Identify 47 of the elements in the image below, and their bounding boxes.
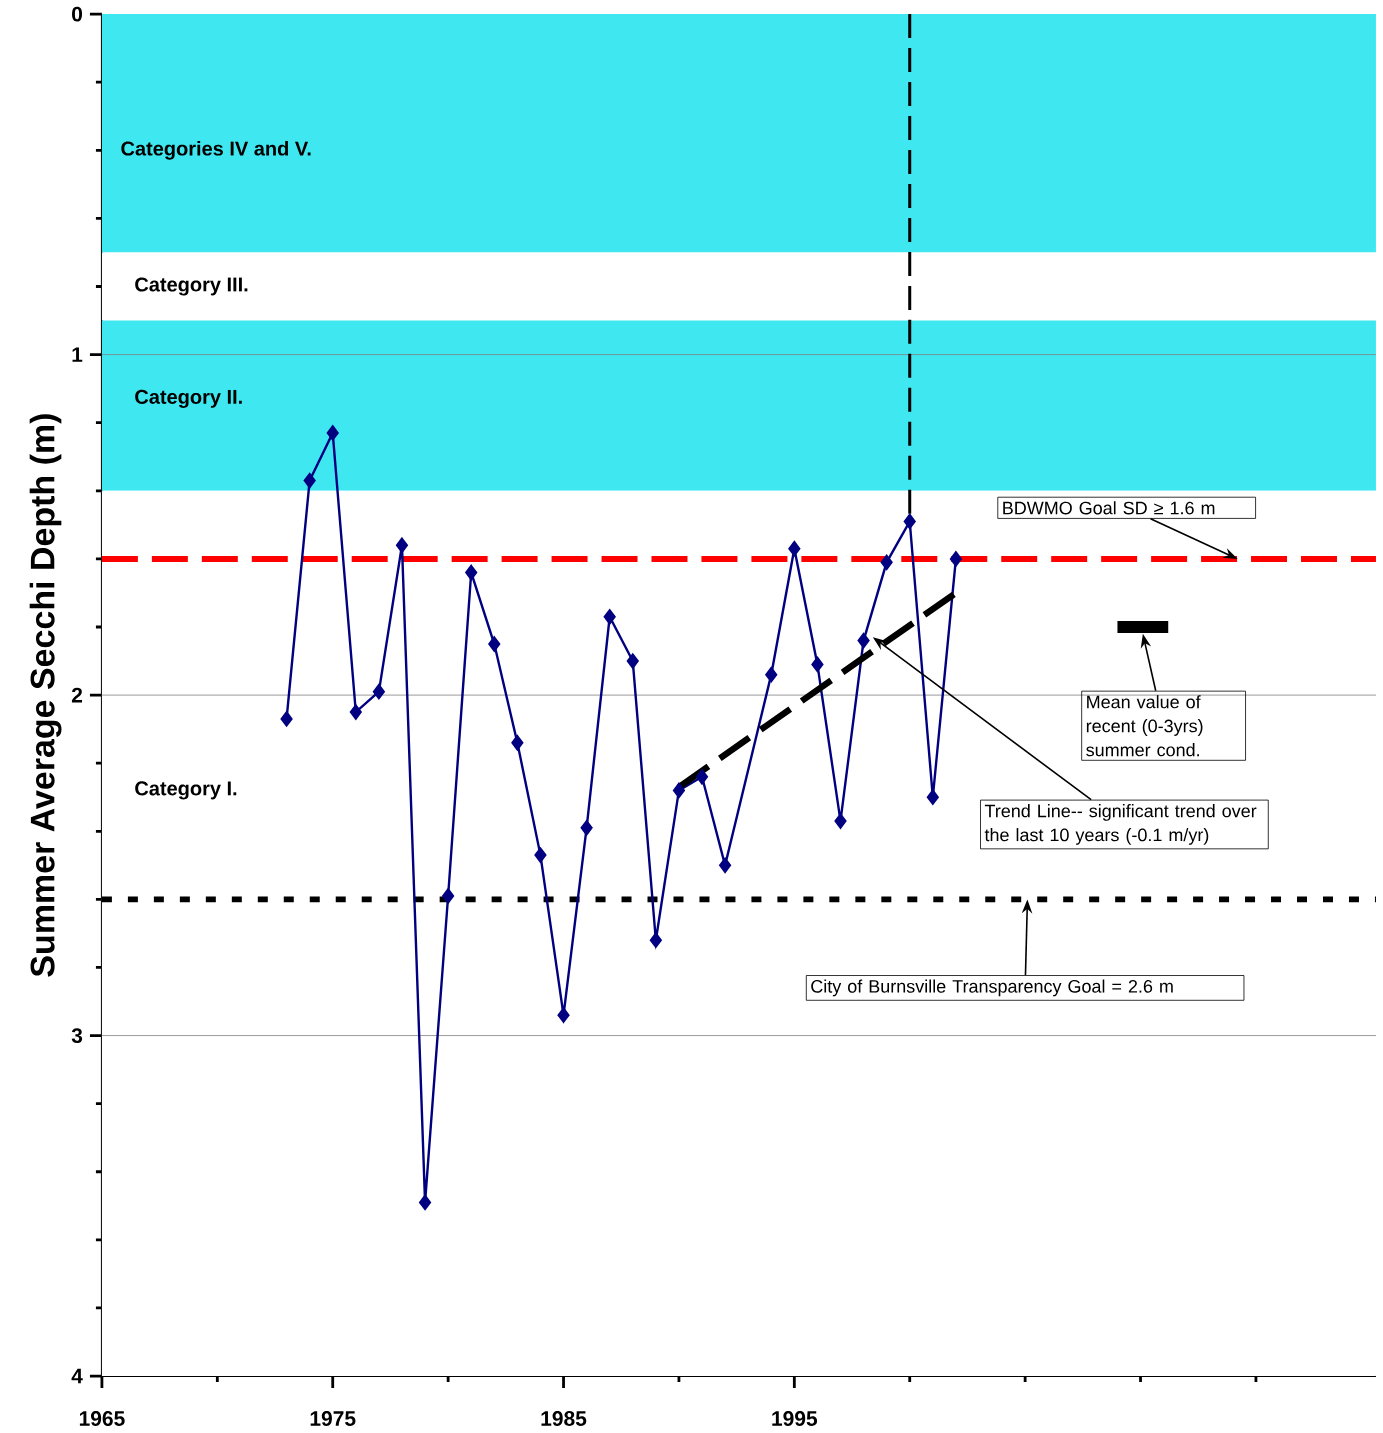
point	[926, 789, 939, 805]
band-label: Category II.	[135, 389, 242, 408]
y-tick-label: 3	[71, 1028, 83, 1044]
point	[326, 425, 339, 441]
point	[534, 847, 547, 863]
point	[603, 609, 616, 625]
point	[696, 769, 709, 785]
annotation: Trend Line-- significant trend over the last 10 years (-0.1 m/yr)	[984, 804, 1257, 845]
point	[280, 711, 293, 727]
point	[880, 554, 893, 570]
x-tick-label: 1995	[772, 1411, 818, 1426]
x-tick-label: 1965	[79, 1411, 125, 1426]
point	[580, 820, 593, 836]
point	[557, 1007, 570, 1023]
point	[788, 541, 801, 557]
point	[626, 653, 639, 669]
y-tick-label: 2	[71, 687, 83, 703]
point	[419, 1194, 432, 1210]
point	[811, 656, 824, 673]
point	[672, 782, 685, 799]
band-label: Category III.	[135, 277, 248, 296]
x-tick-label: 1985	[541, 1411, 587, 1426]
point	[465, 564, 478, 581]
y-tick-label: 0	[72, 6, 83, 22]
point	[396, 537, 408, 553]
y-tick-label: 1	[72, 347, 83, 362]
x-tick-label: 1975	[310, 1411, 356, 1426]
point	[834, 813, 847, 829]
point	[488, 636, 501, 652]
point	[649, 932, 662, 948]
annotation: Mean value of recent (0-3yrs) summer cond.	[1086, 695, 1203, 757]
y-axis-title: Summer Average Secchi Depth (m)	[29, 414, 62, 977]
band-label: Categories IV and V.	[121, 140, 311, 160]
point	[719, 857, 732, 873]
point	[857, 633, 870, 649]
annotation: City of Burnsville Transparency Goal = 2.6 m	[811, 979, 1173, 997]
point	[303, 472, 316, 489]
point	[765, 667, 778, 683]
point	[949, 551, 962, 567]
point	[903, 513, 916, 530]
point	[511, 735, 524, 751]
annotation: BDWMO Goal SD ≥ 1.6 m	[1003, 501, 1215, 515]
band-label: Category I.	[135, 781, 237, 800]
point	[442, 888, 455, 904]
point	[372, 684, 385, 700]
y-tick-label: 4	[71, 1368, 83, 1384]
point	[349, 704, 362, 720]
